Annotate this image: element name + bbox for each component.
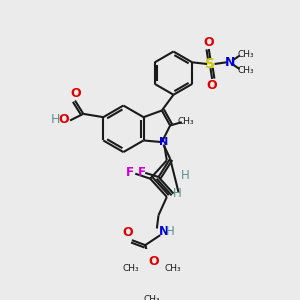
Text: F: F — [138, 166, 146, 178]
Text: CH₃: CH₃ — [144, 295, 160, 300]
Text: N: N — [159, 137, 168, 147]
Text: CH₃: CH₃ — [178, 117, 194, 126]
Text: O: O — [58, 113, 69, 126]
Text: H: H — [181, 169, 190, 182]
Text: CH₃: CH₃ — [237, 66, 254, 75]
Text: H: H — [172, 187, 181, 200]
Text: H: H — [51, 113, 61, 126]
Text: O: O — [207, 79, 218, 92]
Text: H: H — [166, 225, 175, 238]
Text: S: S — [206, 57, 215, 71]
Text: CH₃: CH₃ — [165, 264, 182, 273]
Text: O: O — [70, 87, 81, 101]
Text: O: O — [148, 255, 159, 268]
Text: CH₃: CH₃ — [237, 50, 254, 58]
Text: F: F — [126, 166, 134, 178]
Text: O: O — [203, 36, 214, 49]
Text: N: N — [224, 56, 235, 69]
Text: N: N — [158, 225, 169, 238]
Text: CH₃: CH₃ — [122, 264, 139, 273]
Text: O: O — [122, 226, 133, 239]
